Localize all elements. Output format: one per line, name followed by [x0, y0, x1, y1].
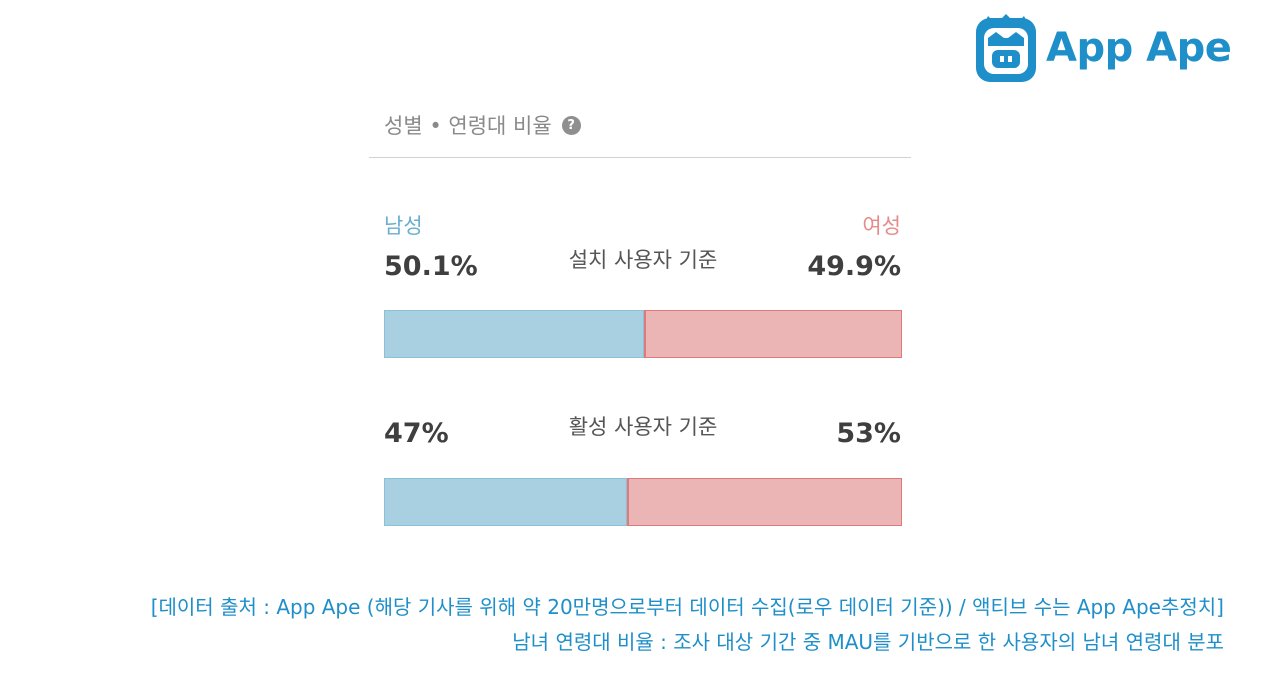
- active-female-pct: 53%: [836, 418, 901, 449]
- active-male-bar: [384, 478, 628, 526]
- install-female-pct: 49.9%: [807, 251, 901, 282]
- install-basis-label: 설치 사용자 기준: [568, 248, 718, 272]
- active-ratio-bar: [384, 478, 902, 526]
- active-female-bar: [627, 478, 902, 526]
- data-source-caption: [데이터 출처 : App Ape (해당 기사를 위해 약 20만명으로부터 …: [150, 595, 1224, 619]
- ratio-definition-caption: 남녀 연령대 비율 : 조사 대상 기간 중 MAU를 기반으로 한 사용자의 …: [512, 630, 1224, 654]
- male-legend-label: 남성: [384, 214, 423, 238]
- panel-title: 성별 • 연령대 비율 ?: [384, 110, 581, 140]
- panel-divider: [369, 157, 911, 158]
- install-male-bar: [384, 310, 644, 358]
- female-legend-label: 여성: [862, 214, 901, 238]
- active-male-pct: 47%: [384, 418, 449, 449]
- app-ape-logo: App Ape: [974, 12, 1232, 84]
- logo-text: App Ape: [1046, 25, 1232, 71]
- install-male-pct: 50.1%: [384, 251, 478, 282]
- panel-title-text: 성별 • 연령대 비율: [384, 114, 552, 138]
- install-ratio-bar: [384, 310, 902, 358]
- install-female-bar: [643, 310, 902, 358]
- active-basis-label: 활성 사용자 기준: [568, 415, 718, 439]
- question-circle-icon[interactable]: ?: [561, 115, 581, 135]
- ape-face-icon: [976, 14, 1036, 82]
